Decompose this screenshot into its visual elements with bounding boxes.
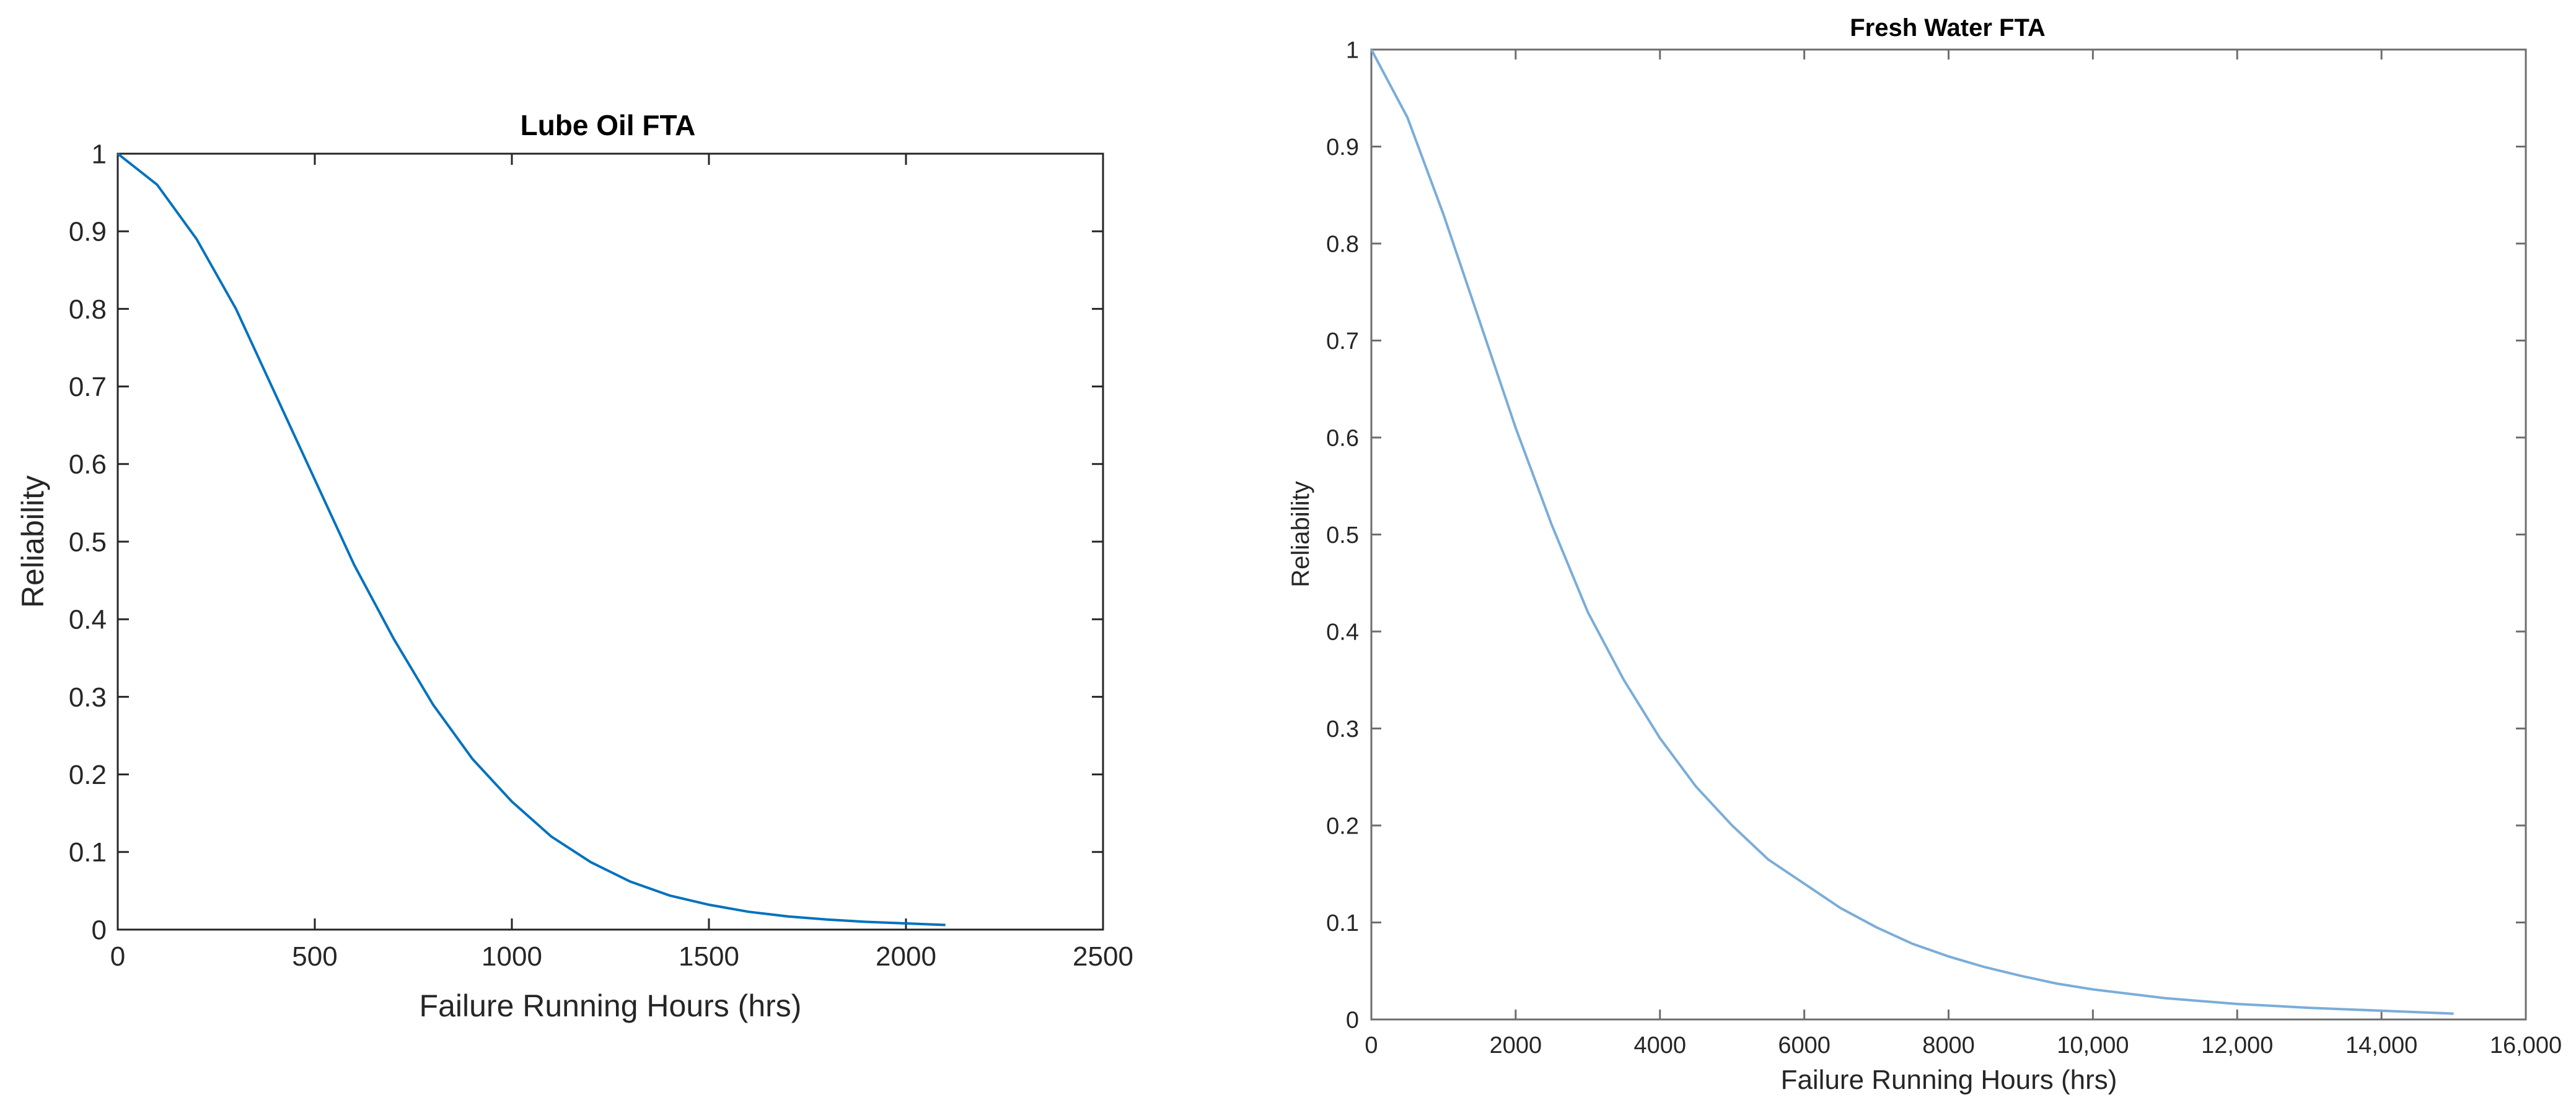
y-tick-label: 0.4 (69, 605, 107, 635)
y-tick-label: 0.9 (1326, 134, 1359, 161)
y-tick-label: 0 (1346, 1007, 1359, 1033)
y-tick-label: 0.4 (1326, 619, 1359, 645)
x-tick-label: 4000 (1633, 1032, 1686, 1059)
y-tick-label: 0.5 (69, 527, 107, 557)
y-tick-label: 0.2 (1326, 813, 1359, 839)
x-tick-label: 500 (292, 941, 337, 972)
y-axis-label: Reliability (15, 475, 50, 608)
x-tick-label: 1000 (481, 941, 542, 972)
x-axis-ticks: 0 500 1000 1500 2000 2500 (110, 154, 1133, 972)
y-tick-label: 0.8 (69, 294, 107, 325)
y-tick-label: 0.8 (1326, 231, 1359, 257)
x-tick-label: 2000 (876, 941, 936, 972)
x-axis-label: Failure Running Hours (hrs) (1781, 1065, 2117, 1095)
y-tick-label: 0.3 (69, 682, 107, 713)
y-tick-label: 0.5 (1326, 522, 1359, 548)
y-tick-label: 1 (1346, 37, 1359, 63)
y-tick-label: 0.3 (1326, 716, 1359, 742)
chart-title: Fresh Water FTA (1850, 14, 2046, 42)
x-tick-label: 0 (1365, 1032, 1378, 1059)
y-axis-ticks: 0 0.1 0.2 0.3 0.4 0.5 0.6 0.7 0.8 0.9 1 (1326, 37, 2526, 1033)
y-axis-label: Reliability (1287, 481, 1314, 587)
y-tick-label: 0.1 (1326, 910, 1359, 936)
x-tick-label: 8000 (1922, 1032, 1975, 1059)
y-tick-label: 0.7 (69, 372, 107, 402)
y-tick-label: 0.2 (69, 760, 107, 790)
y-tick-label: 1 (92, 139, 107, 169)
reliability-curve (116, 152, 946, 927)
x-tick-label: 2500 (1073, 941, 1133, 972)
y-tick-label: 0.7 (1326, 328, 1359, 354)
plot-frame (116, 152, 1104, 931)
x-tick-label: 2000 (1490, 1032, 1542, 1059)
lube-oil-chart: Lube Oil FTA 0 0.1 0.2 0.3 0.4 0.5 0.6 0.7 0.8 0.… (15, 109, 1133, 1023)
x-tick-label: 14,000 (2345, 1032, 2417, 1059)
plot-frame (1370, 48, 2527, 1021)
y-tick-label: 0.6 (1326, 425, 1359, 451)
y-tick-label: 0.6 (69, 449, 107, 480)
x-tick-label: 12,000 (2201, 1032, 2273, 1059)
reliability-curve (1370, 49, 2454, 1015)
y-tick-label: 0.9 (69, 217, 107, 247)
x-tick-label: 1500 (679, 941, 739, 972)
fresh-water-chart: Fresh Water FTA 0 0.1 0.2 0.3 0.4 0.5 0.6 0.7 0.… (1287, 14, 2562, 1095)
y-axis-ticks: 0 0.1 0.2 0.3 0.4 0.5 0.6 0.7 0.8 0.9 1 (69, 139, 1103, 945)
x-tick-label: 10,000 (2057, 1032, 2129, 1059)
x-tick-label: 0 (110, 941, 125, 972)
x-tick-label: 16,000 (2490, 1032, 2562, 1059)
x-axis-ticks: 0 2000 4000 6000 8000 10,000 12,000 14,000 16,00… (1365, 50, 2562, 1059)
y-tick-label: 0 (92, 915, 107, 945)
y-tick-label: 0.1 (69, 837, 107, 868)
x-axis-label: Failure Running Hours (hrs) (420, 988, 802, 1023)
chart-title: Lube Oil FTA (521, 109, 696, 141)
x-tick-label: 6000 (1778, 1032, 1831, 1059)
